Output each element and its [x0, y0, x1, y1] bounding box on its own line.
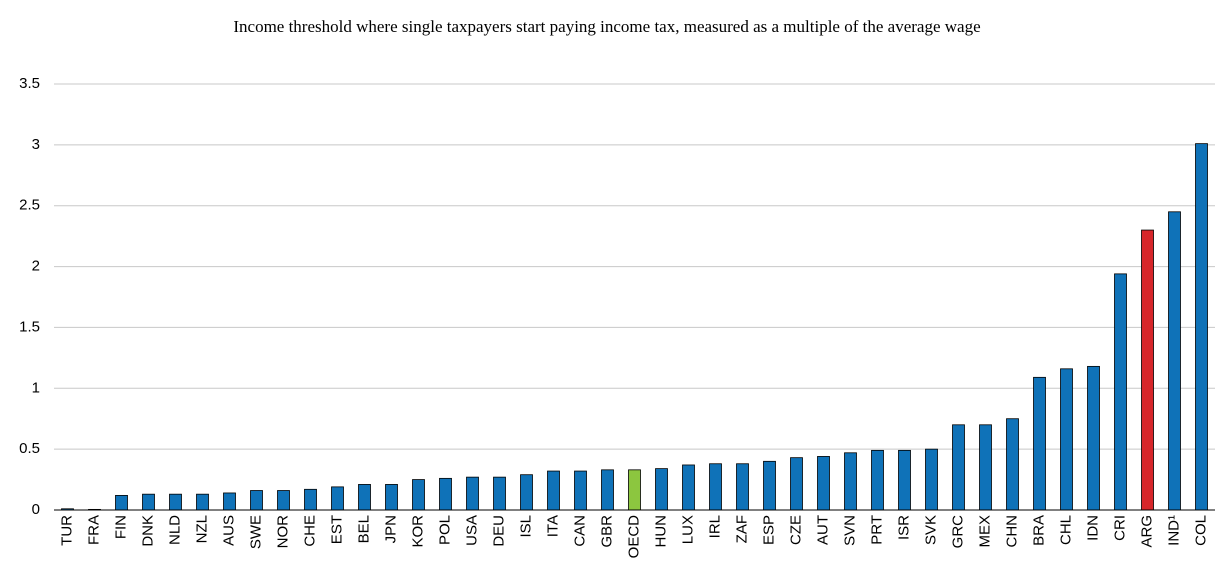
y-tick-label: 3 [32, 136, 40, 153]
bar [385, 484, 398, 511]
bar [1033, 376, 1046, 511]
bar [952, 424, 965, 511]
bar [925, 448, 938, 511]
bar [763, 460, 776, 511]
bar [601, 469, 614, 511]
x-tick-label: BEL [355, 515, 372, 543]
x-tick-label: OECD [625, 515, 642, 559]
x-tick-label: JPN [382, 515, 399, 543]
x-tick-label: CRI [1111, 515, 1128, 541]
bar [736, 463, 749, 511]
x-tick-label: POL [436, 515, 453, 545]
x-tick-label: ITA [544, 515, 561, 537]
x-tick-label: DNK [139, 515, 156, 547]
bar [574, 470, 587, 511]
x-tick-label: CHL [1057, 515, 1074, 545]
x-tick-label: IRL [706, 515, 723, 538]
y-tick-label: 1 [32, 379, 40, 396]
bar [1114, 273, 1127, 511]
x-tick-label: MEX [976, 515, 993, 548]
bar [655, 468, 668, 511]
x-tick-label: CHN [1003, 515, 1020, 548]
x-tick-label: ZAF [733, 515, 750, 543]
x-tick-label: COL [1192, 515, 1209, 546]
bar [790, 457, 803, 511]
bar [817, 456, 830, 511]
bar [547, 470, 560, 511]
x-tick-label: ISR [895, 515, 912, 540]
y-tick-label: 0.5 [19, 440, 40, 457]
x-tick-label: USA [463, 515, 480, 546]
y-tick-label: 2 [32, 258, 40, 275]
x-tick-label: NOR [274, 515, 291, 549]
bar [844, 452, 857, 511]
bar [169, 493, 182, 511]
x-tick-label: PRT [868, 515, 885, 545]
bar [1168, 211, 1181, 511]
x-tick-label: ESP [760, 515, 777, 545]
bar [1060, 368, 1073, 511]
x-tick-label: ISL [517, 515, 534, 538]
x-tick-label: FRA [85, 515, 102, 545]
bar [250, 490, 263, 511]
x-tick-label: SVN [841, 515, 858, 546]
x-tick-label: GRC [949, 515, 966, 549]
x-tick-label: CZE [787, 515, 804, 545]
bar [628, 469, 641, 511]
bar [493, 476, 506, 511]
x-tick-label: DEU [490, 515, 507, 547]
x-tick-label: HUN [652, 515, 669, 548]
y-tick-label: 3.5 [19, 75, 40, 92]
x-tick-label: IDN [1084, 515, 1101, 541]
x-tick-label: SVK [922, 515, 939, 545]
bar [682, 464, 695, 511]
bar [331, 486, 344, 511]
x-tick-label: AUS [220, 515, 237, 546]
chart-title: Income threshold where single taxpayers … [233, 17, 980, 36]
bar [277, 490, 290, 511]
bar [871, 449, 884, 511]
bar [898, 449, 911, 511]
y-tick-label: 1.5 [19, 318, 40, 335]
bar [304, 488, 317, 511]
x-tick-label: TUR [58, 515, 75, 546]
y-tick-label: 2.5 [19, 197, 40, 214]
bar [979, 424, 992, 511]
bar [223, 492, 236, 511]
bar [466, 476, 479, 511]
bar [115, 494, 128, 511]
bar [709, 463, 722, 511]
y-tick-label: 0 [32, 501, 40, 518]
x-tick-label: ARG [1138, 515, 1155, 548]
bar [196, 493, 209, 511]
bar [439, 477, 452, 511]
x-tick-label: LUX [679, 515, 696, 544]
x-tick-label: NLD [166, 515, 183, 545]
x-tick-label: IND¹ [1165, 515, 1182, 546]
x-tick-label: CAN [571, 515, 588, 547]
x-tick-label: EST [328, 515, 345, 544]
bar [1087, 365, 1100, 511]
x-tick-label: CHE [301, 515, 318, 547]
x-tick-label: NZL [193, 515, 210, 543]
bar [142, 493, 155, 511]
bar [412, 479, 425, 511]
bar [1195, 143, 1208, 511]
bar [358, 484, 371, 511]
bar [1006, 418, 1019, 511]
x-tick-label: GBR [598, 515, 615, 548]
bar [520, 474, 533, 511]
x-tick-label: KOR [409, 515, 426, 548]
bar [1141, 229, 1154, 511]
x-tick-label: AUT [814, 515, 831, 545]
x-tick-label: FIN [112, 515, 129, 539]
x-tick-label: BRA [1030, 515, 1047, 546]
x-tick-label: SWE [247, 515, 264, 549]
